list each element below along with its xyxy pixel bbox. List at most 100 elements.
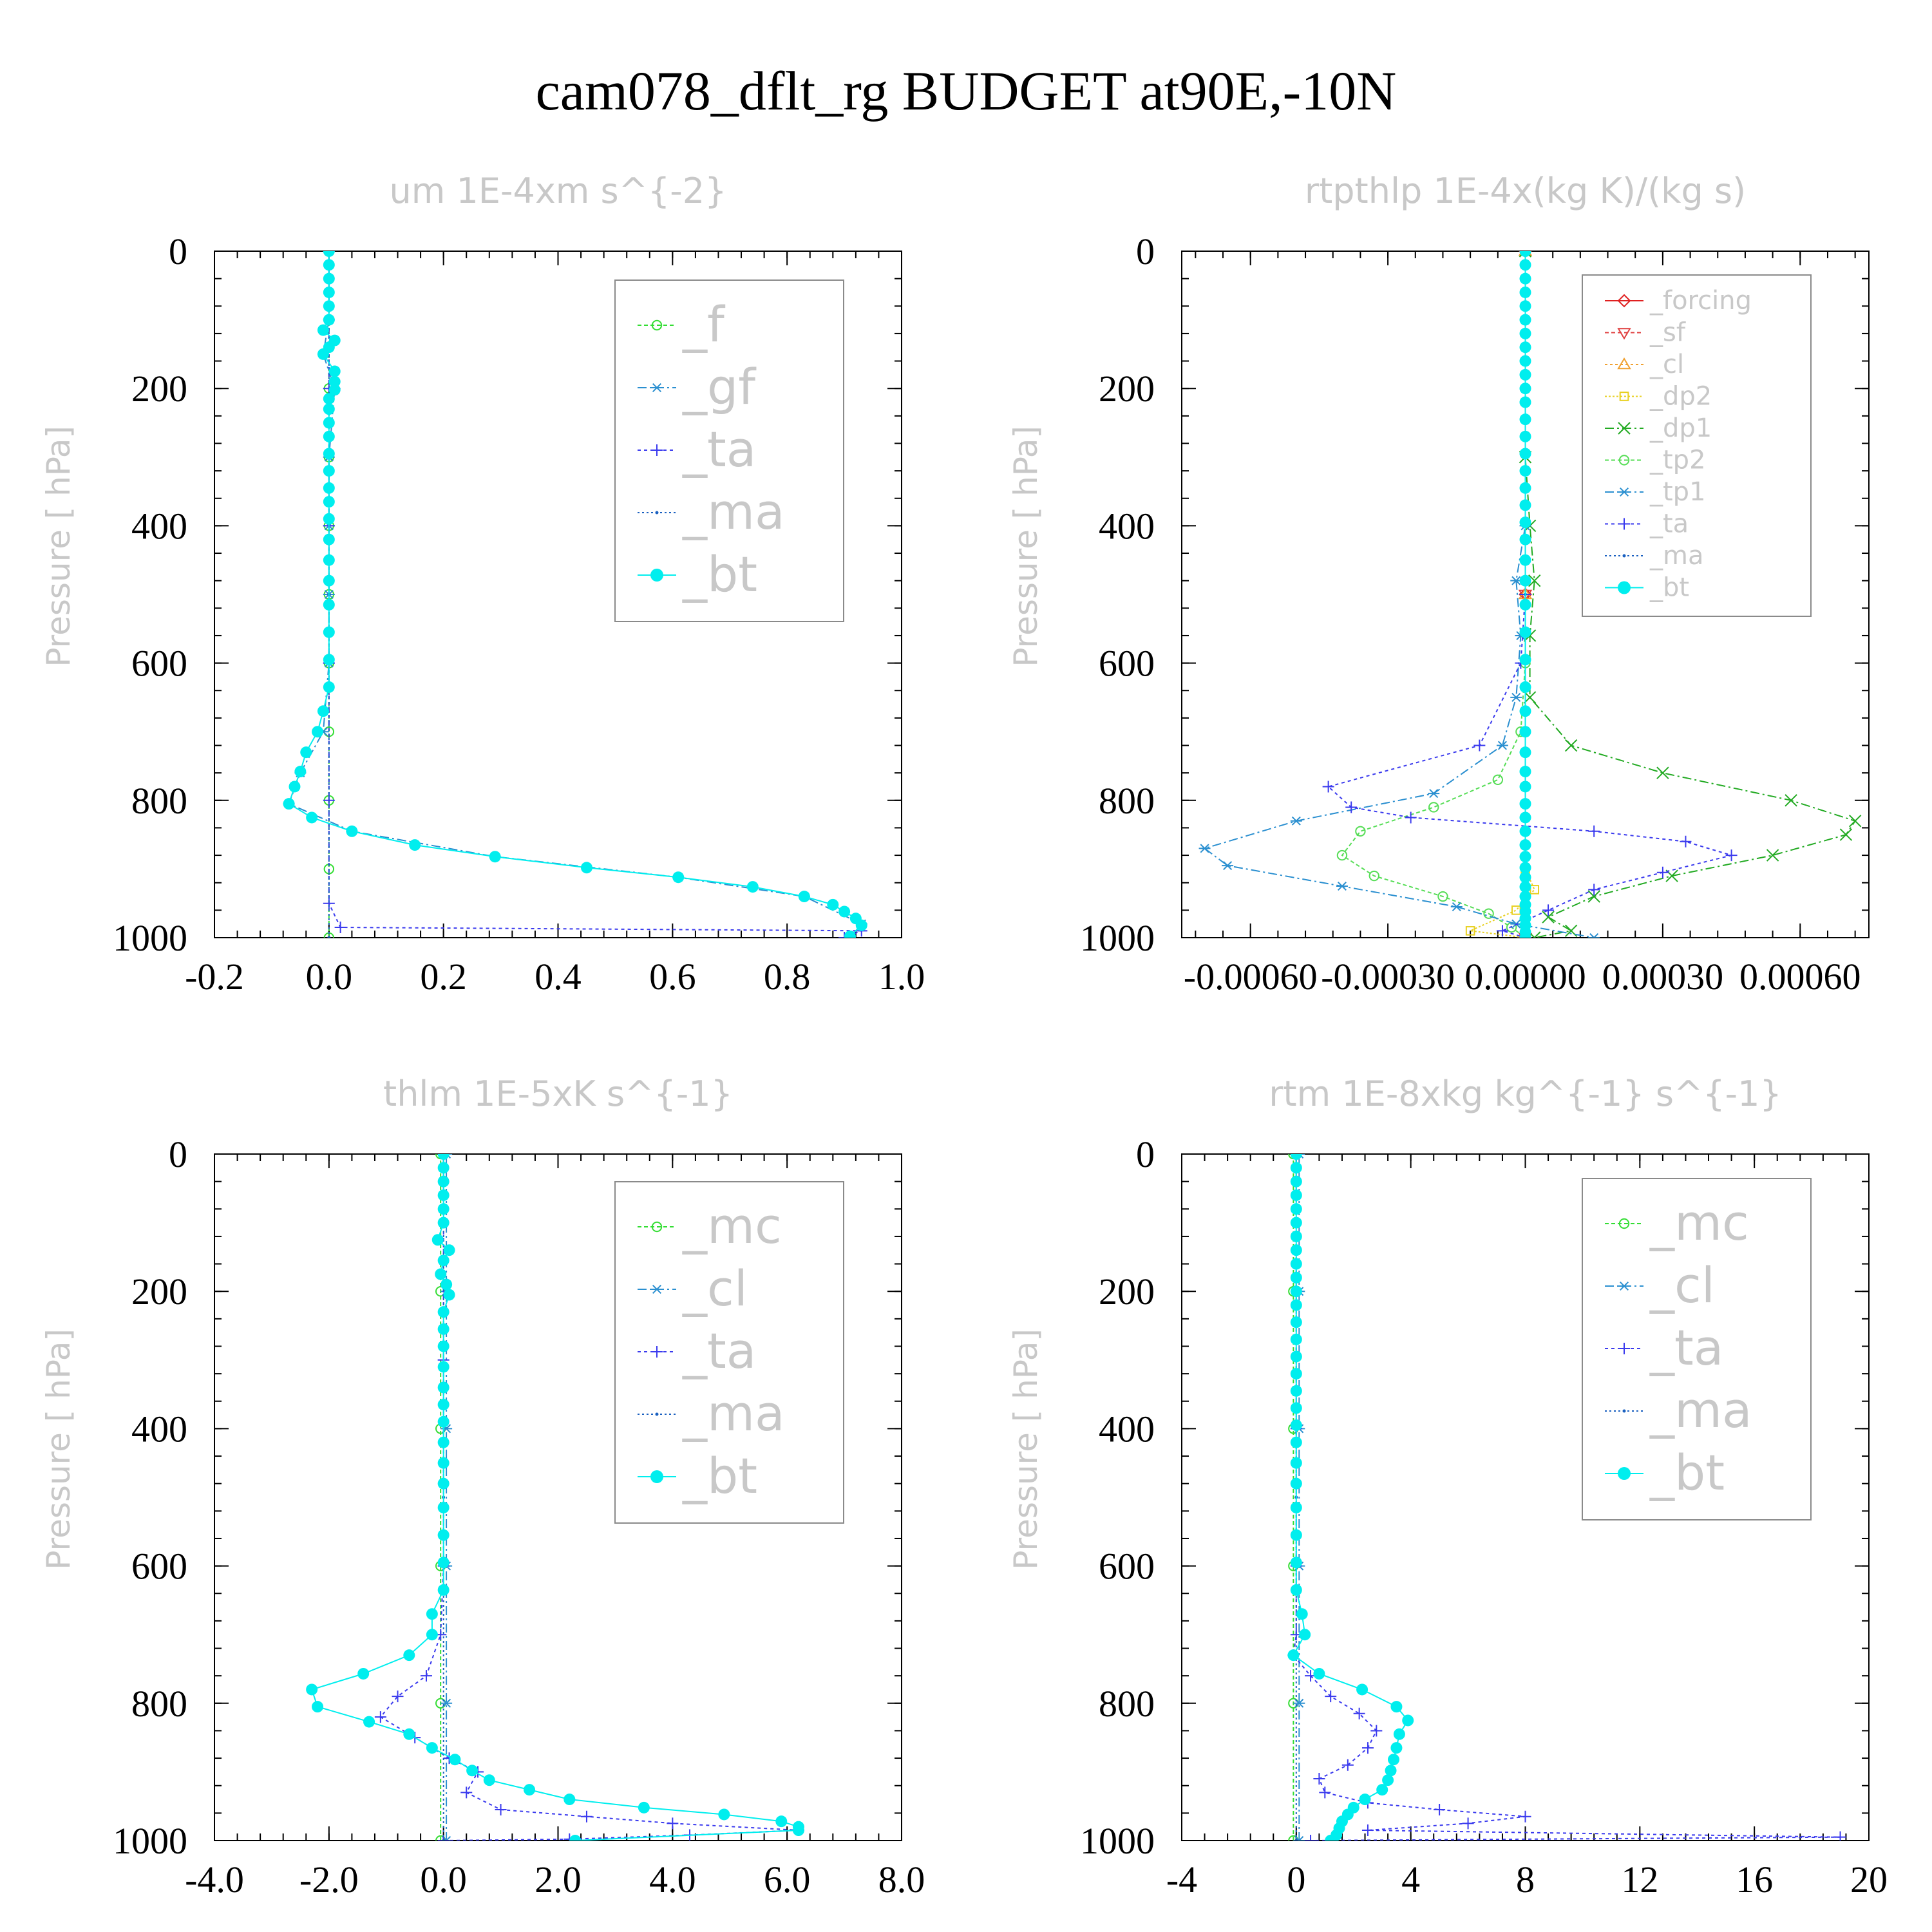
legend-label: _ma bbox=[682, 483, 785, 540]
data-point bbox=[1519, 766, 1531, 778]
data-point bbox=[323, 794, 335, 806]
series-tp2 bbox=[1336, 251, 1531, 938]
data-point bbox=[1290, 1584, 1302, 1596]
y-tick-label: 200 bbox=[131, 1271, 187, 1312]
data-point bbox=[327, 936, 331, 938]
data-point bbox=[1288, 1835, 1299, 1841]
data-point bbox=[1519, 746, 1531, 759]
legend-marker bbox=[1619, 392, 1629, 401]
data-point bbox=[1519, 705, 1531, 717]
legend-marker bbox=[651, 1221, 663, 1233]
legend-marker bbox=[651, 1346, 663, 1358]
data-point bbox=[317, 348, 329, 360]
data-point bbox=[449, 1754, 461, 1766]
data-point bbox=[357, 1667, 370, 1680]
data-point bbox=[1376, 1784, 1388, 1796]
legend-marker bbox=[650, 1470, 663, 1483]
plot-frame bbox=[214, 1153, 902, 1841]
series-bt bbox=[1519, 251, 1531, 938]
data-point bbox=[1519, 932, 1531, 938]
x-tick-label: 4 bbox=[1401, 1859, 1420, 1900]
data-point bbox=[1839, 828, 1853, 841]
data-point bbox=[403, 1649, 415, 1662]
data-point bbox=[792, 1824, 804, 1837]
legend-item: _dp2 bbox=[1605, 382, 1712, 412]
y-tick-label: 1000 bbox=[1080, 1820, 1155, 1862]
data-point bbox=[1290, 1457, 1302, 1469]
data-point bbox=[437, 1381, 450, 1394]
legend: _mc_cl_ta_ma_bt bbox=[1582, 1178, 1812, 1520]
legend-box bbox=[614, 279, 844, 622]
data-point bbox=[1473, 739, 1486, 752]
data-point bbox=[1519, 341, 1531, 354]
data-point bbox=[1492, 774, 1504, 786]
y-tick-label: 0 bbox=[1136, 1133, 1155, 1175]
data-point bbox=[1313, 1773, 1325, 1785]
data-point bbox=[437, 1323, 450, 1335]
panel-rtpthlp: rtpthlp 1E-4x(kg K)/(kg s) Pressure [ hPa… bbox=[1007, 171, 1870, 998]
data-point bbox=[443, 1244, 455, 1256]
legend-item: _bt bbox=[638, 1447, 757, 1504]
data-point bbox=[1519, 465, 1531, 477]
legend-marker bbox=[1617, 357, 1631, 370]
data-point bbox=[1519, 251, 1531, 257]
legend-label: _ta bbox=[1649, 1319, 1723, 1376]
data-point bbox=[1519, 681, 1531, 693]
x-tick-label: 0.0 bbox=[306, 956, 353, 998]
data-point bbox=[1523, 691, 1537, 704]
x-tick-label: 8 bbox=[1516, 1859, 1535, 1900]
legend-marker bbox=[655, 511, 659, 515]
series-line bbox=[1341, 251, 1526, 938]
data-point bbox=[1290, 1529, 1302, 1541]
legend-item: _ta bbox=[638, 1322, 756, 1379]
legend-item: _cl bbox=[1605, 1256, 1715, 1314]
data-point bbox=[1519, 286, 1531, 298]
data-point bbox=[437, 1501, 450, 1513]
data-point bbox=[1519, 368, 1531, 381]
data-point bbox=[1313, 1667, 1325, 1680]
data-point bbox=[1519, 355, 1531, 367]
data-point bbox=[323, 533, 335, 545]
x-tick-label: -0.2 bbox=[185, 956, 244, 998]
data-point bbox=[440, 1278, 453, 1291]
legend-item: _ma bbox=[1605, 1381, 1752, 1439]
x-tick-label: 0.00000 bbox=[1464, 956, 1586, 998]
data-point bbox=[323, 259, 335, 271]
data-point bbox=[1382, 1774, 1394, 1786]
data-point bbox=[437, 1340, 450, 1352]
data-point bbox=[1290, 1436, 1302, 1448]
data-point bbox=[1290, 1175, 1302, 1188]
legend-label: _gf bbox=[682, 358, 757, 415]
data-point bbox=[1519, 726, 1531, 738]
legend-marker bbox=[1618, 422, 1631, 435]
data-point bbox=[1361, 1742, 1374, 1754]
data-point bbox=[323, 897, 335, 909]
data-point bbox=[1465, 926, 1475, 936]
data-point bbox=[437, 1154, 450, 1160]
legend-label: _cl bbox=[1649, 1256, 1715, 1314]
data-point bbox=[855, 919, 867, 931]
data-point bbox=[1519, 533, 1531, 545]
data-point bbox=[838, 932, 851, 938]
legend-marker bbox=[1618, 1281, 1630, 1291]
data-point bbox=[437, 1584, 450, 1596]
data-point bbox=[1290, 1217, 1302, 1229]
data-point bbox=[346, 825, 358, 837]
data-point bbox=[1290, 1203, 1302, 1215]
series-dp1 bbox=[1519, 251, 1862, 938]
data-point bbox=[1437, 891, 1448, 902]
legend-marker bbox=[1618, 455, 1630, 466]
data-point bbox=[1290, 1285, 1302, 1298]
legend-marker bbox=[1618, 1467, 1631, 1480]
data-point bbox=[323, 574, 335, 587]
data-point bbox=[1848, 815, 1862, 828]
data-point bbox=[437, 1436, 450, 1448]
legend-marker bbox=[1617, 294, 1631, 308]
data-point bbox=[1290, 1477, 1302, 1490]
legend-item: _ta bbox=[638, 421, 756, 478]
data-point bbox=[1290, 1244, 1302, 1256]
data-point bbox=[1680, 835, 1692, 848]
series-line bbox=[1293, 1154, 1409, 1841]
data-point bbox=[1656, 766, 1669, 779]
legend-label: _mc bbox=[682, 1197, 782, 1255]
